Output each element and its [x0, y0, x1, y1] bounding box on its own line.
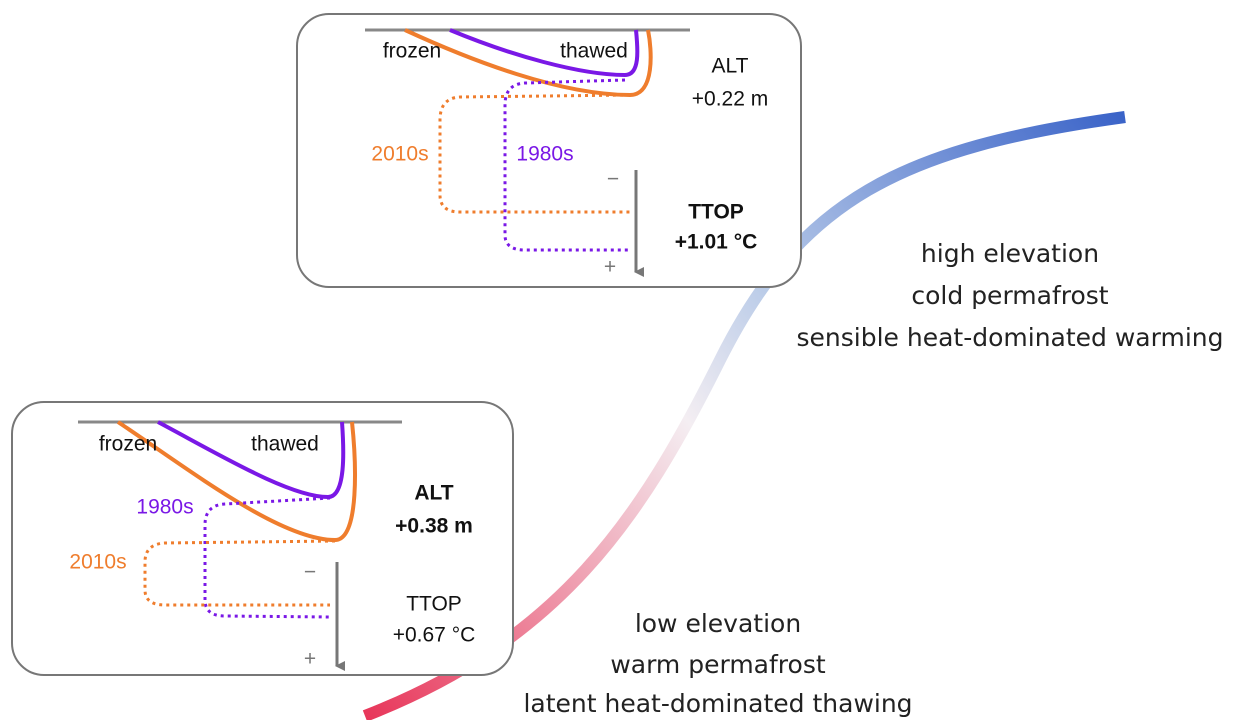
elevation-curve	[362, 111, 1126, 720]
top-panel: frozen thawed ALT +0.22 m 2010s 1980s − …	[296, 13, 802, 288]
minus-sign: −	[607, 168, 619, 191]
high-annotation: high elevation	[921, 239, 1099, 268]
plus-sign: +	[304, 648, 316, 671]
low-annotation: warm permafrost	[610, 650, 826, 679]
decade-recent: 2010s	[69, 551, 126, 574]
low-annotation: latent heat-dominated thawing	[523, 689, 912, 718]
decade-past: 1980s	[516, 143, 573, 166]
thawed-label: thawed	[560, 40, 628, 63]
low-annotation: low elevation	[635, 609, 801, 638]
bottom-panel: frozen thawed ALT +0.38 m 1980s 2010s − …	[11, 401, 514, 676]
alt-value: +0.38 m	[395, 515, 473, 538]
minus-sign: −	[304, 561, 316, 584]
ttop-value: +0.67 °C	[393, 624, 476, 647]
thawed-label: thawed	[251, 433, 319, 456]
alt-value: +0.22 m	[692, 88, 768, 111]
plus-sign: +	[604, 256, 616, 279]
ttop-label: TTOP	[688, 201, 744, 224]
ttop-label: TTOP	[406, 593, 462, 616]
high-annotation: sensible heat-dominated warming	[797, 323, 1224, 352]
ttop-value: +1.01 °C	[675, 231, 758, 254]
high-annotation: cold permafrost	[911, 281, 1108, 310]
alt-label: ALT	[712, 55, 749, 78]
decade-past: 1980s	[136, 496, 193, 519]
decade-recent: 2010s	[371, 143, 428, 166]
alt-label: ALT	[414, 482, 453, 505]
frozen-label: frozen	[383, 40, 441, 63]
frozen-label: frozen	[99, 433, 157, 456]
